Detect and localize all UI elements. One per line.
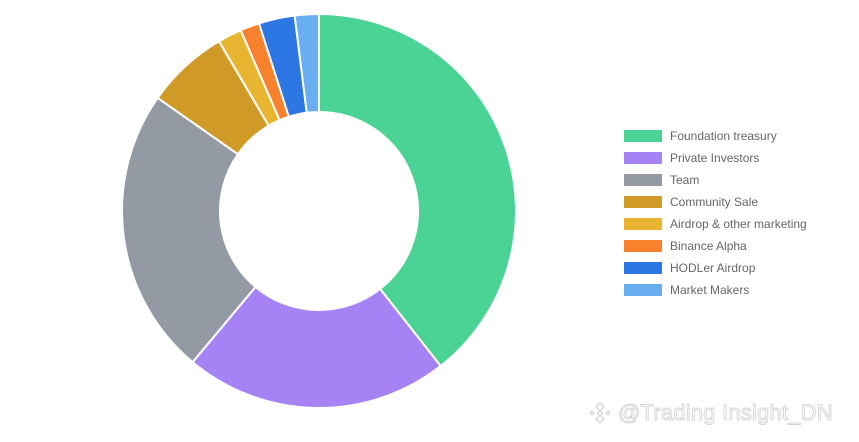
legend-item-binance-alpha[interactable]: Binance Alpha [624,235,807,257]
legend-label: Binance Alpha [670,239,747,253]
legend-item-community-sale[interactable]: Community Sale [624,191,807,213]
watermark-text: @Trading Insight_DN [618,400,834,426]
legend-item-foundation-treasury[interactable]: Foundation treasury [624,125,807,147]
legend-swatch [624,240,662,252]
legend-label: Market Makers [670,283,750,297]
legend-label: Airdrop & other marketing [670,217,807,231]
legend-item-hodler-airdrop[interactable]: HODLer Airdrop [624,257,807,279]
legend-swatch [624,196,662,208]
legend-swatch [624,218,662,230]
watermark: @Trading Insight_DN [588,400,833,426]
legend-item-team[interactable]: Team [624,169,807,191]
legend-swatch [624,130,662,142]
legend-label: Foundation treasury [670,129,777,143]
doughnut-chart [121,12,517,409]
legend-swatch [624,262,662,274]
legend-swatch [624,174,662,186]
slice-team[interactable] [121,96,257,364]
legend-label: Community Sale [670,195,759,209]
legend-label: HODLer Airdrop [670,261,756,275]
legend-item-airdrop-and-other-marketing[interactable]: Airdrop & other marketing [624,213,807,235]
legend-label: Private Investors [670,151,760,165]
legend-swatch [624,284,662,296]
slice-private-investors[interactable] [191,285,443,409]
legend-swatch [624,152,662,164]
legend-label: Team [670,173,700,187]
slice-foundation-treasury[interactable] [318,12,517,368]
slice-market-makers[interactable] [293,12,320,114]
legend-item-market-makers[interactable]: Market Makers [624,279,807,301]
legend-item-private-investors[interactable]: Private Investors [624,147,807,169]
chart-legend: Foundation treasury Private Investors Team… [624,125,807,301]
binance-diamond-icon [589,402,611,424]
